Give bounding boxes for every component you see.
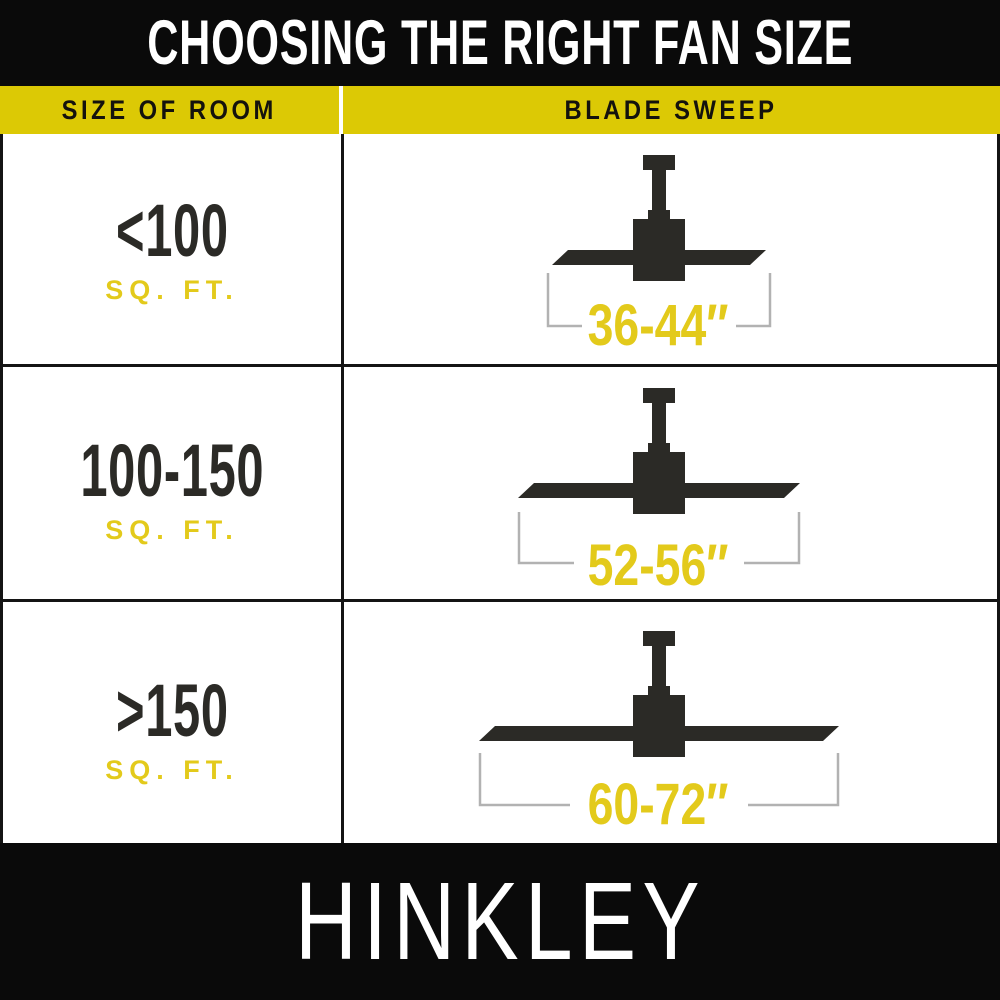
table-row-100-150: 100-150 SQ. FT.: [3, 367, 997, 602]
column-divider-black: [341, 134, 344, 843]
sweep-measure-bracket: [517, 512, 800, 565]
room-size-value: >150: [115, 668, 229, 752]
sweep-measure-bracket: [546, 273, 771, 328]
room-size-cell: >150 SQ. FT.: [3, 602, 341, 843]
column-header-room: SIZE OF ROOM: [0, 86, 339, 134]
room-size-unit: SQ. FT.: [105, 754, 239, 785]
column-divider-white: [339, 86, 343, 134]
sweep-measure-bracket: [478, 753, 839, 807]
blade-sweep-cell: 52-56″: [344, 367, 997, 599]
column-header-sweep-label: BLADE SWEEP: [565, 94, 778, 125]
table-row-over-150: >150 SQ. FT.: [3, 602, 997, 843]
header-bar: CHOOSING THE RIGHT FAN SIZE: [0, 0, 1000, 86]
footer-bar: HINKLEY: [0, 843, 1000, 1000]
blade-sweep-value: 52-56″: [588, 533, 729, 598]
blade-sweep-value: 60-72″: [588, 772, 729, 837]
column-header-bar: SIZE OF ROOM BLADE SWEEP: [0, 86, 1000, 134]
blade-sweep-cell: 60-72″: [344, 602, 997, 843]
blade-sweep-value: 36-44″: [588, 293, 729, 358]
blade-sweep-label: 52-56″: [332, 537, 985, 595]
ceiling-fan-icon: [459, 623, 859, 833]
room-size-value: <100: [115, 189, 229, 272]
blade-sweep-label: 36-44″: [332, 297, 985, 355]
ceiling-fan-icon: [459, 147, 859, 357]
brand-logo-text: HINKLEY: [294, 859, 706, 983]
column-header-room-label: SIZE OF ROOM: [61, 94, 278, 125]
table-row-under-100: <100 SQ. FT.: [3, 134, 997, 367]
room-size-cell: <100 SQ. FT.: [3, 134, 341, 364]
size-table: <100 SQ. FT.: [0, 134, 1000, 843]
room-size-unit: SQ. FT.: [105, 515, 239, 545]
room-size-unit: SQ. FT.: [105, 275, 239, 305]
room-size-cell: 100-150 SQ. FT.: [3, 367, 341, 599]
column-header-sweep: BLADE SWEEP: [343, 86, 1000, 134]
blade-sweep-label: 60-72″: [332, 776, 985, 834]
page-title: CHOOSING THE RIGHT FAN SIZE: [147, 7, 853, 78]
ceiling-fan-icon: [459, 380, 859, 590]
room-size-value: 100-150: [80, 429, 264, 512]
blade-sweep-cell: 36-44″: [344, 134, 997, 364]
